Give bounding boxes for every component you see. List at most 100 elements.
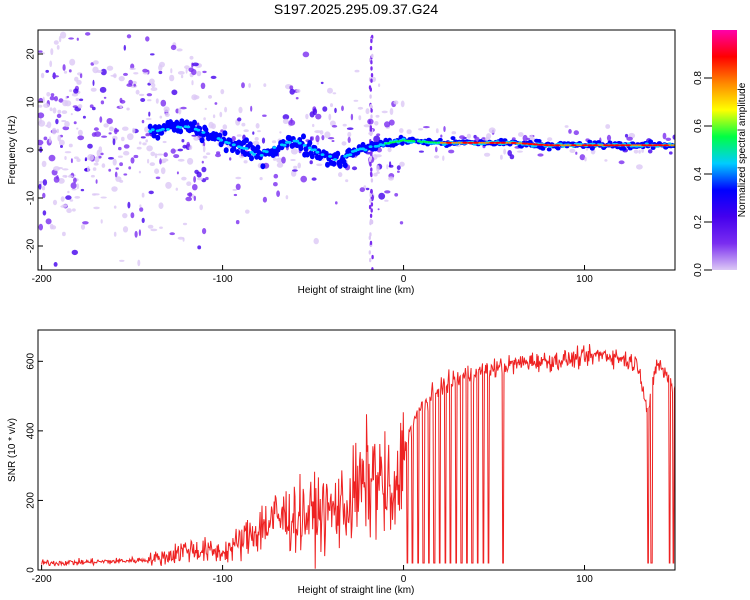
spectrogram-cell <box>130 212 135 219</box>
spectrogram-cell <box>328 155 333 158</box>
spectrogram-cell <box>370 152 373 157</box>
spectrogram-cell <box>59 139 65 146</box>
spectrogram-cell <box>194 169 199 174</box>
spectrogram-cell <box>604 159 608 162</box>
spectrogram-cell <box>537 153 544 157</box>
spectrogram-cell <box>177 158 185 162</box>
spectrogram-cell <box>141 217 145 223</box>
spectrogram-cell <box>370 167 373 172</box>
spectrogram-cell <box>53 262 58 267</box>
spectrogram-cell <box>96 149 101 157</box>
spectrogram-cell <box>363 148 368 152</box>
spectrogram-cell <box>57 109 62 114</box>
spectrogram-cell <box>260 163 266 170</box>
spectrogram-cell <box>60 31 67 39</box>
colorbar-tick-label: 0.8 <box>693 71 704 85</box>
spectrogram-cell <box>150 151 156 157</box>
spectrogram-cell <box>126 34 132 39</box>
spectrogram-cell <box>114 171 118 178</box>
spectrogram-cell <box>123 144 130 149</box>
spectrogram-cell <box>177 236 185 240</box>
spectrogram-cell <box>103 123 109 128</box>
spectrogram-cell <box>263 83 267 87</box>
y-tick-label: 10 <box>26 96 37 108</box>
spectrogram-cell <box>233 193 238 197</box>
spectrogram-cell <box>369 131 373 137</box>
spectrogram-cell <box>511 137 516 141</box>
spectrogram-cell <box>370 38 373 44</box>
spectrogram-cell <box>219 138 224 142</box>
spectrogram-cell <box>603 144 610 147</box>
spectrogram-cell <box>164 112 170 117</box>
spectrogram-cell <box>103 96 107 99</box>
spectrogram-cell <box>327 137 335 140</box>
spectrogram-y-axis-label: Frequency (Hz) <box>7 116 18 185</box>
spectrogram-cell <box>331 125 338 128</box>
spectrogram-cell <box>309 160 313 165</box>
spectrogram-cell <box>76 79 82 85</box>
spectrogram-cell <box>138 141 142 145</box>
spectrogram-cell <box>117 155 123 158</box>
spectrogram-cell <box>378 192 386 200</box>
spectrogram-cell <box>351 166 358 171</box>
spectrogram-cell <box>418 128 424 131</box>
spectrogram-cell <box>399 139 403 142</box>
spectrogram-cell <box>374 121 379 126</box>
spectrogram-cell <box>507 150 512 156</box>
spectrogram-cell <box>203 141 206 147</box>
spectrogram-cell <box>48 154 56 162</box>
spectrogram-cell <box>54 96 58 102</box>
spectrogram-cell <box>77 104 83 109</box>
spectrogram-cell <box>369 198 372 203</box>
spectrogram-cell <box>175 187 178 191</box>
spectrogram-cell <box>38 120 46 127</box>
spectrogram-cell <box>500 154 503 160</box>
colorbar-tick-label: 0.2 <box>693 215 704 229</box>
snr-frame <box>37 329 676 571</box>
spectrogram-cell <box>160 167 166 175</box>
spectrogram-y-ticks: 20 10 0 -10 -20 <box>26 48 43 253</box>
spectrogram-cell <box>619 144 626 147</box>
spectrogram-cell <box>62 99 68 107</box>
spectrogram-cell <box>87 154 94 161</box>
spectrogram-cell <box>369 162 372 167</box>
spectrogram-cell <box>141 119 145 124</box>
spectrogram-cell <box>237 117 242 122</box>
spectrogram-cell <box>407 139 411 142</box>
spectrogram-cell <box>368 145 373 149</box>
spectrogram-cell <box>638 149 641 154</box>
spectrogram-cell <box>300 175 308 183</box>
spectrogram-cell <box>484 152 491 157</box>
spectrogram-cell <box>112 158 117 166</box>
spectrogram-cell <box>128 166 132 170</box>
spectrogram-cell <box>79 73 83 79</box>
y-tick-label: 400 <box>26 422 37 439</box>
spectrogram-cell <box>184 65 190 70</box>
spectrogram-cell <box>418 150 424 153</box>
spectrogram-cell <box>43 103 50 108</box>
spectrogram-cell <box>522 134 528 142</box>
spectrogram-cell <box>581 144 588 147</box>
spectrogram-cell <box>368 85 372 90</box>
spectrogram-cell <box>206 152 211 155</box>
x-tick-label: 0 <box>401 574 407 585</box>
spectrogram-cell <box>222 130 228 137</box>
spectrogram-cell <box>100 100 105 105</box>
spectrogram-cell <box>55 118 59 125</box>
spectrogram-cell <box>196 70 202 77</box>
spectrogram-marks <box>38 16 675 270</box>
spectrogram-cell <box>159 61 165 68</box>
spectrogram-cell <box>219 111 223 118</box>
spectrogram-cell <box>320 81 324 85</box>
spectrogram-cell <box>129 67 136 70</box>
spectrogram-cell <box>70 182 77 189</box>
spectrogram-cell <box>199 137 205 144</box>
spectrogram-cell <box>304 151 310 158</box>
spectrogram-cell <box>189 16 196 22</box>
spectrogram-cell <box>337 162 343 169</box>
spectrogram-cell <box>276 162 284 168</box>
spectrogram-cell <box>122 226 129 233</box>
spectrogram-cell <box>133 72 139 75</box>
y-tick-label: -10 <box>26 190 37 205</box>
spectrogram-cell <box>437 137 443 142</box>
